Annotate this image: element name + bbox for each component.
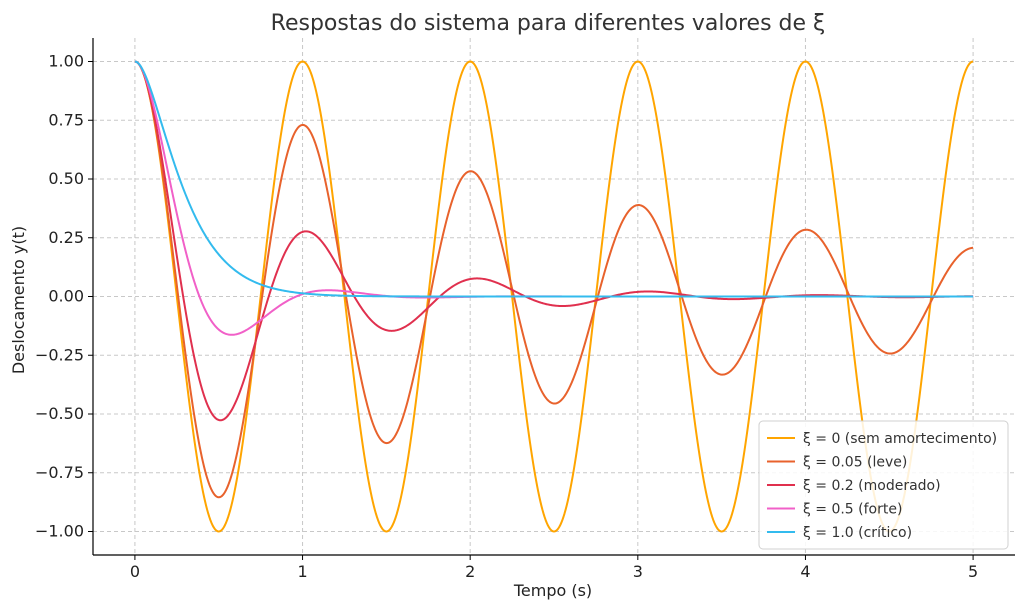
- series-line-2: [134, 60, 974, 422]
- y-tick-label: −0.75: [35, 463, 84, 482]
- legend-label: ξ = 1.0 (crítico): [803, 525, 912, 541]
- chart-title: Respostas do sistema para diferentes val…: [271, 11, 826, 36]
- legend-label: ξ = 0 (sem amortecimento): [803, 431, 997, 447]
- x-axis-title: Tempo (s): [513, 581, 592, 600]
- x-tick-label: 1: [297, 562, 307, 581]
- series-line-1: [134, 60, 974, 499]
- y-tick-label: 0.75: [48, 110, 84, 129]
- y-tick-label: −0.50: [35, 404, 84, 423]
- legend-box: [758, 420, 1009, 550]
- x-tick-label: 3: [633, 562, 643, 581]
- x-tick-label: 5: [968, 562, 978, 581]
- x-tick-label: 0: [130, 562, 140, 581]
- series-line-0: [134, 60, 974, 533]
- series-group: [134, 60, 974, 533]
- y-tick-label: 0.50: [48, 169, 84, 188]
- legend-label: ξ = 0.05 (leve): [803, 455, 907, 471]
- y-tick-label: −0.25: [35, 345, 84, 364]
- legend-label: ξ = 0.2 (moderado): [803, 478, 941, 494]
- legend-label: ξ = 0.5 (forte): [803, 502, 902, 518]
- legend: ξ = 0 (sem amortecimento) ξ = 0.05 (leve)…: [758, 420, 1009, 550]
- x-tick-label: 4: [800, 562, 810, 581]
- y-axis-title: Deslocamento y(t): [9, 226, 28, 374]
- y-tick-label: 0.00: [48, 287, 84, 306]
- series-line-4: [134, 60, 974, 298]
- y-tick-label: 1.00: [48, 52, 84, 71]
- y-tick-label: −1.00: [35, 522, 84, 541]
- ticks: 0 1 2 3 4 5 1.00 0.75 0.50 0.25 0.00 −0.25 −0.50 −0.7…: [35, 52, 978, 582]
- y-tick-label: 0.25: [48, 228, 84, 247]
- x-tick-label: 2: [465, 562, 475, 581]
